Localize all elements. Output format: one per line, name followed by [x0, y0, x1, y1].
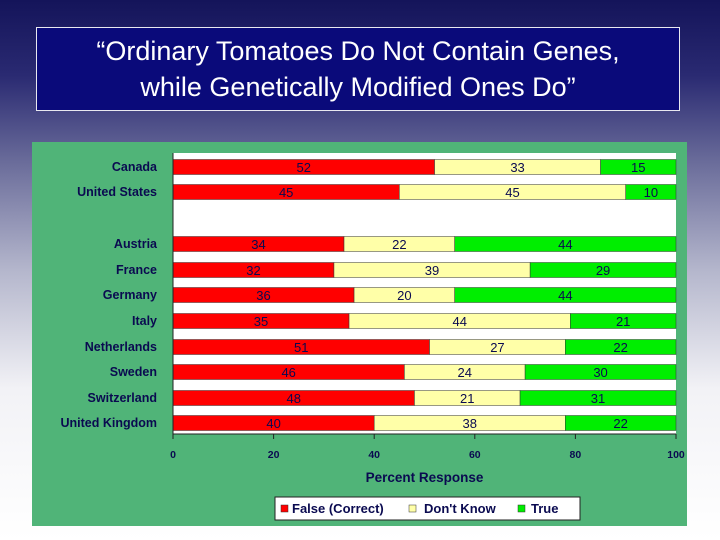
data-label: 15 — [631, 160, 645, 175]
bar-segment — [529, 262, 677, 278]
legend-label: Don't Know — [424, 501, 497, 516]
legend-swatch — [408, 504, 417, 513]
category-label: Canada — [112, 160, 158, 174]
data-label: 51 — [294, 340, 308, 355]
data-label: 22 — [613, 340, 627, 355]
data-label: 30 — [593, 365, 607, 380]
data-label: 35 — [254, 314, 268, 329]
data-label: 45 — [279, 185, 293, 200]
data-label: 27 — [490, 340, 504, 355]
data-label: 10 — [644, 185, 658, 200]
data-label: 36 — [256, 288, 270, 303]
data-label: 20 — [397, 288, 411, 303]
category-label: Sweden — [110, 365, 157, 379]
data-label: 44 — [558, 288, 572, 303]
x-tick-label: 80 — [570, 449, 582, 461]
title-line-2: while Genetically Modified Ones Do” — [140, 72, 576, 102]
data-label: 21 — [460, 391, 474, 406]
data-label: 40 — [266, 416, 280, 431]
legend-label: False (Correct) — [292, 501, 384, 516]
category-label: France — [116, 263, 157, 277]
data-label: 21 — [616, 314, 630, 329]
bar-segment — [565, 339, 677, 355]
title-line-1: “Ordinary Tomatoes Do Not Contain Genes, — [96, 36, 620, 66]
bar-segment — [600, 159, 677, 175]
chart-panel: 52 33 15 Canada 45 45 10 United States 34 22 44 Aus… — [32, 142, 687, 526]
x-tick-label: 40 — [368, 449, 380, 461]
data-label: 31 — [591, 391, 605, 406]
x-axis-title: Percent Response — [366, 470, 484, 485]
legend-label: True — [531, 501, 558, 516]
category-label: Italy — [132, 314, 157, 328]
data-label: 52 — [297, 160, 311, 175]
x-tick-label: 20 — [268, 449, 280, 461]
bar-segment — [565, 415, 677, 431]
data-label: 34 — [251, 237, 265, 252]
data-label: 24 — [458, 365, 472, 380]
data-label: 46 — [281, 365, 295, 380]
data-label: 22 — [392, 237, 406, 252]
chart-svg: 52 33 15 Canada 45 45 10 United States 34 22 44 Aus… — [60, 153, 685, 521]
category-label: United States — [77, 185, 157, 199]
category-label: Switzerland — [88, 391, 157, 405]
legend-swatch — [517, 504, 526, 513]
category-label: Netherlands — [85, 340, 157, 354]
legend-box — [274, 496, 581, 521]
data-label: 48 — [286, 391, 300, 406]
bar-segment — [625, 184, 677, 200]
data-label: 38 — [463, 416, 477, 431]
data-label: 32 — [246, 263, 260, 278]
x-tick-label: 100 — [667, 449, 685, 461]
data-label: 22 — [613, 416, 627, 431]
x-tick-label: 60 — [469, 449, 481, 461]
data-label: 44 — [558, 237, 572, 252]
data-label: 44 — [452, 314, 466, 329]
x-tick-label: 0 — [170, 449, 176, 461]
data-label: 45 — [505, 185, 519, 200]
legend-swatch — [280, 504, 289, 513]
bar-segment — [454, 287, 677, 303]
legend: False (Correct) Don't Know True — [274, 496, 581, 521]
category-label: Germany — [103, 288, 157, 302]
data-label: 33 — [510, 160, 524, 175]
bar-segment — [454, 236, 677, 252]
bar-segment — [519, 390, 677, 406]
bar-segment — [524, 364, 677, 380]
data-label: 29 — [596, 263, 610, 278]
bar-segment — [570, 313, 677, 329]
data-label: 39 — [425, 263, 439, 278]
category-label: Austria — [114, 237, 158, 251]
category-label: United Kingdom — [60, 416, 157, 430]
title-box: “Ordinary Tomatoes Do Not Contain Genes,… — [36, 27, 680, 111]
